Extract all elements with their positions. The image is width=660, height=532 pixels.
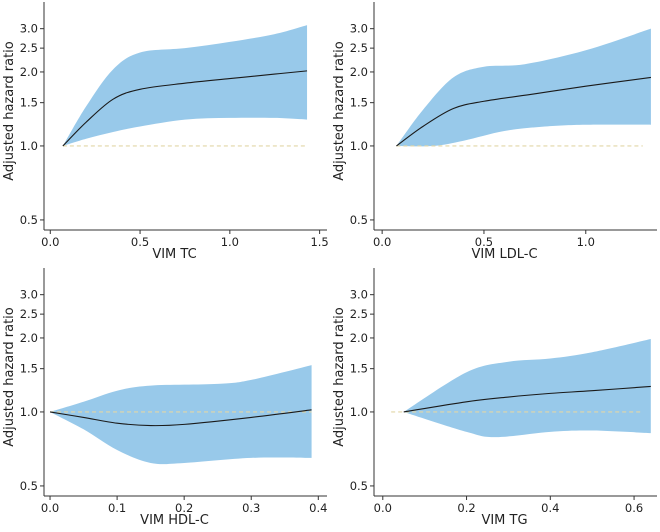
y-axis-label: Adjusted hazard ratio [2, 307, 17, 447]
x-tick-label: 1.0 [221, 235, 239, 249]
y-tick-label: 0.5 [350, 213, 368, 227]
y-tick-label: 1.0 [350, 139, 368, 153]
x-tick-label: 0.3 [242, 501, 260, 515]
y-tick-label: 2.0 [350, 65, 368, 79]
x-axis-label: VIM TC [152, 247, 196, 262]
x-tick-label: 0.0 [373, 235, 391, 249]
confidence-band [62, 25, 308, 146]
y-tick-label: 3.0 [350, 22, 368, 36]
y-tick-label: 1.5 [20, 362, 38, 376]
estimate-line [62, 70, 308, 147]
confidence-band [50, 365, 312, 465]
x-tick-label: 0.5 [475, 235, 493, 249]
confidence-band [396, 28, 651, 147]
y-axis-label: Adjusted hazard ratio [2, 41, 17, 181]
y-tick-label: 0.5 [350, 479, 368, 493]
y-tick-label: 3.0 [20, 288, 38, 302]
chart-svg: 0.5 1.0 1.5 2.0 2.5 3.0 0.0 0.2 0.4 0.6 VIM TG Adju… [332, 268, 657, 528]
y-tick-label: 1.5 [350, 362, 368, 376]
x-tick-label: 0.4 [309, 501, 327, 515]
x-tick-label: 0.1 [108, 501, 126, 515]
y-tick-label: 2.0 [20, 65, 38, 79]
panel-vim-ldl-c: 0.5 1.0 1.5 2.0 2.5 3.0 0.0 0.5 1.0 VIM LDL-C Adju… [330, 0, 660, 266]
confidence-band [403, 339, 651, 438]
y-axis-label: Adjusted hazard ratio [332, 307, 347, 447]
y-tick-label: 2.5 [20, 41, 38, 55]
y-tick-label: 1.0 [350, 405, 368, 419]
y-axis-label: Adjusted hazard ratio [332, 41, 347, 181]
y-tick-label: 2.5 [350, 307, 368, 321]
estimate-line [403, 385, 651, 413]
y-tick-label: 2.0 [350, 331, 368, 345]
y-tick-label: 1.5 [350, 96, 368, 110]
panel-vim-tc: 0.5 1.0 1.5 2.0 2.5 3.0 0.0 0.5 1.0 1.5 VIM TC Adju… [0, 0, 330, 266]
panel-vim-tg: 0.5 1.0 1.5 2.0 2.5 3.0 0.0 0.2 0.4 0.6 VIM TG Adju… [330, 266, 660, 532]
chart-svg: 0.5 1.0 1.5 2.0 2.5 3.0 0.0 0.5 1.0 VIM LDL-C Adju… [332, 2, 657, 262]
y-tick-label: 1.0 [20, 139, 38, 153]
y-tick-label: 0.5 [20, 213, 38, 227]
y-tick-label: 3.0 [20, 22, 38, 36]
x-tick-label: 0.5 [131, 235, 149, 249]
x-tick-label: 0.2 [457, 501, 475, 515]
x-tick-label: 1.0 [577, 235, 595, 249]
x-tick-label: 0.4 [541, 501, 559, 515]
panel-vim-hdl-c: 0.5 1.0 1.5 2.0 2.5 3.0 0.0 0.1 0.2 0.3 0.4 VIM HDL… [0, 266, 330, 532]
y-tick-label: 2.5 [350, 41, 368, 55]
x-tick-label: 0.0 [41, 235, 59, 249]
chart-svg: 0.5 1.0 1.5 2.0 2.5 3.0 0.0 0.1 0.2 0.3 0.4 VIM HDL… [2, 268, 327, 528]
x-tick-label: 0.0 [374, 501, 392, 515]
y-tick-label: 1.0 [20, 405, 38, 419]
x-tick-label: 0.6 [625, 501, 643, 515]
estimate-line [396, 76, 652, 147]
x-tick-label: 1.5 [310, 235, 328, 249]
y-tick-label: 2.5 [20, 307, 38, 321]
x-axis-label: VIM HDL-C [140, 513, 209, 528]
y-tick-label: 0.5 [20, 479, 38, 493]
y-tick-label: 2.0 [20, 331, 38, 345]
x-axis-label: VIM LDL-C [471, 247, 537, 262]
y-tick-label: 3.0 [350, 288, 368, 302]
estimate-line [49, 409, 312, 427]
y-tick-label: 1.5 [20, 96, 38, 110]
x-tick-label: 0.0 [41, 501, 59, 515]
x-tick-label: 0.2 [175, 501, 193, 515]
x-axis-label: VIM TG [481, 513, 527, 528]
